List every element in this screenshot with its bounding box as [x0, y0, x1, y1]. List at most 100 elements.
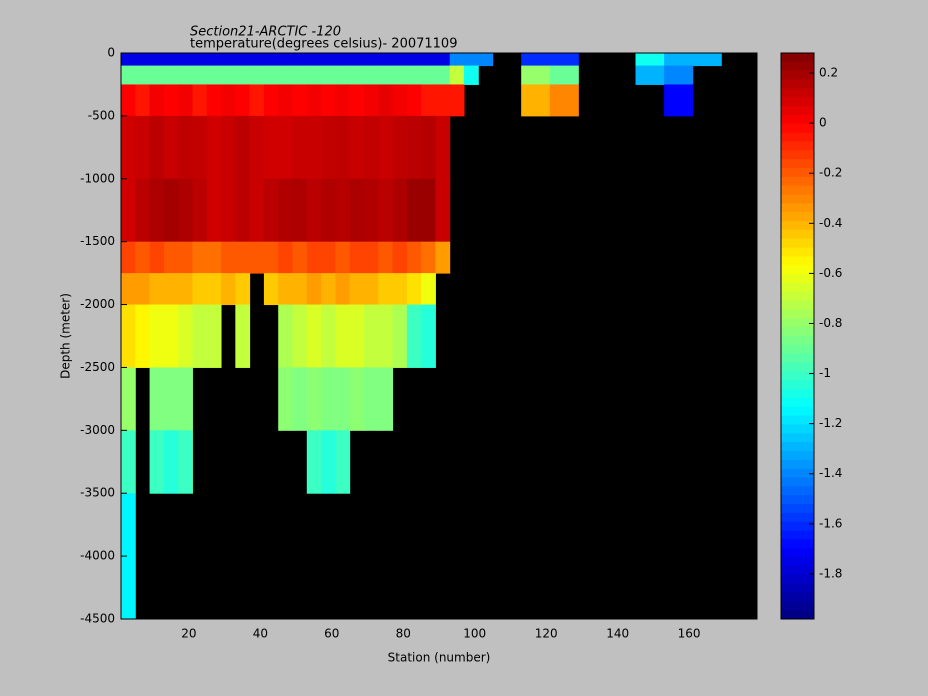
heat-cell [206, 241, 222, 274]
heat-cell [349, 84, 365, 117]
heat-cell [178, 115, 193, 180]
heat-cell [135, 304, 151, 368]
heat-cell [263, 178, 279, 243]
heat-cell [178, 178, 193, 243]
heat-cell [335, 241, 351, 274]
heat-cell [278, 84, 294, 117]
chart-subtitle: temperature(degrees celsius)- 20071109 [190, 37, 457, 52]
heat-cell [263, 273, 279, 306]
heat-cell [349, 65, 365, 85]
colorbar-tick-label: 0.2 [819, 66, 838, 80]
colorbar-swatch [781, 424, 814, 434]
heat-cell [192, 84, 208, 117]
heat-cell [335, 430, 351, 494]
colorbar-tick-label: 0 [819, 116, 827, 130]
heat-cell [392, 273, 408, 306]
heat-cell [292, 241, 308, 274]
heat-cell [421, 178, 436, 243]
heat-cell [149, 241, 165, 274]
colorbar-swatch [781, 150, 814, 160]
heat-cell [392, 304, 408, 368]
colorbar-swatch [781, 353, 814, 364]
heat-cell [163, 115, 179, 180]
heat-cell [178, 304, 193, 368]
colorbar-swatch [781, 53, 814, 63]
colorbar-swatch [781, 380, 814, 390]
heat-cell [421, 273, 436, 306]
heat-cell [149, 430, 165, 494]
heat-cell [449, 65, 465, 85]
heat-cell [378, 304, 394, 368]
heat-cell [221, 241, 236, 274]
heat-cell [292, 178, 308, 243]
colorbar-swatch [781, 442, 814, 452]
heat-cell [521, 84, 551, 117]
heat-cell [335, 273, 351, 306]
heat-cell [306, 115, 322, 180]
heat-cell [549, 53, 579, 67]
heat-cell [121, 241, 136, 274]
colorbar-swatch [781, 459, 814, 470]
colorbar-swatch [781, 132, 814, 142]
x-tick-label: 40 [253, 627, 268, 641]
colorbar-swatch [781, 610, 814, 620]
heat-cell [363, 53, 379, 67]
colorbar-tick-label: -1.4 [819, 466, 842, 480]
heat-cell [435, 65, 451, 85]
heat-cell [306, 304, 322, 368]
heat-cell [363, 65, 379, 85]
heat-cell [321, 367, 336, 431]
colorbar-swatch [781, 592, 814, 602]
heat-cell [206, 178, 222, 243]
plot-frame [120, 52, 758, 620]
colorbar-swatch [781, 574, 814, 585]
colorbar-swatch [781, 468, 814, 478]
heat-cell [321, 178, 336, 243]
heat-cell [378, 241, 394, 274]
heat-cell [392, 65, 408, 85]
heat-cell [163, 65, 179, 85]
heat-cell [635, 53, 665, 67]
heat-cell [221, 273, 236, 306]
colorbar-swatch [781, 221, 814, 231]
colorbar-swatch [781, 114, 814, 125]
heat-cell [335, 65, 351, 85]
x-tick-label: 120 [535, 627, 558, 641]
heat-cell [206, 115, 222, 180]
colorbar-swatch [781, 433, 814, 443]
heat-cell [392, 241, 408, 274]
heat-cell [278, 241, 294, 274]
colorbar-swatch [781, 318, 814, 328]
heat-cell [149, 65, 165, 85]
heat-cell [435, 53, 451, 67]
heat-cell [249, 178, 265, 243]
colorbar-swatch [781, 247, 814, 257]
heat-cell [292, 367, 308, 431]
heat-cell [306, 65, 322, 85]
colorbar-swatch [781, 539, 814, 549]
heat-cell [221, 178, 236, 243]
heat-cell [178, 84, 193, 117]
heat-cell [135, 65, 151, 85]
heat-cell [335, 115, 351, 180]
colorbar-swatch [781, 389, 814, 399]
heat-cell [421, 115, 436, 180]
chart-title: Section21-ARCTIC -120 [190, 25, 341, 40]
colorbar-swatch [781, 362, 814, 372]
colorbar-swatch [781, 106, 814, 116]
heat-cell [363, 178, 379, 243]
heat-cell [278, 178, 294, 243]
colorbar-swatch [781, 477, 814, 487]
heat-cell [135, 273, 151, 306]
colorbar-swatch [781, 185, 814, 195]
heat-cell [349, 273, 365, 306]
colorbar-swatch [781, 336, 814, 346]
heat-cell [664, 53, 694, 67]
heat-cell [221, 84, 236, 117]
heat-cell [121, 115, 136, 180]
heat-cell [378, 65, 394, 85]
heat-cell [278, 367, 294, 431]
heat-cell [421, 53, 436, 67]
heat-cell [249, 241, 265, 274]
colorbar-tick-label: -0.4 [819, 216, 842, 230]
